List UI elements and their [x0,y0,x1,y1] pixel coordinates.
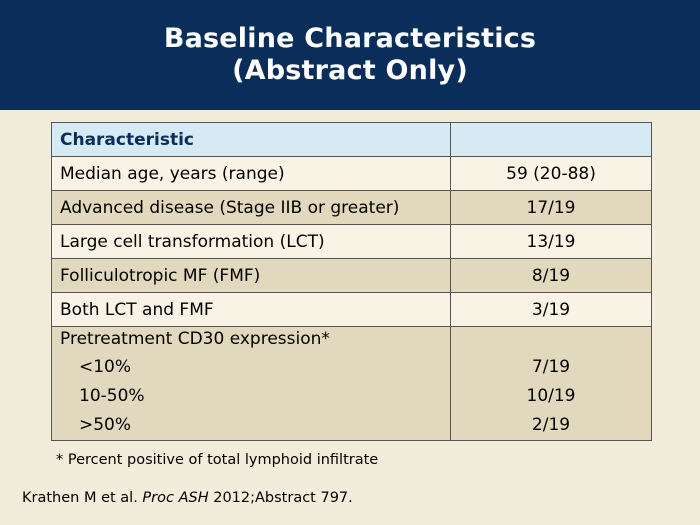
title-bar: Baseline Characteristics (Abstract Only) [0,0,700,110]
cd30-value-cell: 7/19 10/19 2/19 [450,326,652,441]
row-value: 13/19 [450,224,652,259]
row-value: 8/19 [450,258,652,293]
row-value: 3/19 [450,292,652,327]
footnote: * Percent positive of total lymphoid inf… [56,452,379,468]
row-label: Both LCT and FMF [51,292,451,327]
table-header-row: Characteristic [51,122,652,157]
cd30-sub-label: <10% [79,357,132,377]
cd30-sub-label: 10-50% [79,386,145,406]
row-label: Median age, years (range) [51,156,451,191]
table-row: Advanced disease (Stage IIB or greater) … [51,190,652,225]
cd30-label-cell: Pretreatment CD30 expression* <10% 10-50… [51,326,451,441]
table-row-cd30: Pretreatment CD30 expression* <10% 10-50… [51,326,652,441]
citation: Krathen M et al. Proc ASH 2012;Abstract … [22,490,353,506]
cd30-sub-value: 7/19 [531,357,571,377]
header-characteristic: Characteristic [51,122,451,157]
slide-title-line-2: (Abstract Only) [232,55,468,86]
header-value [450,122,652,157]
row-label: Large cell transformation (LCT) [51,224,451,259]
table-row: Folliculotropic MF (FMF) 8/19 [51,258,652,293]
cd30-sub-label: >50% [79,415,132,435]
baseline-characteristics-table: Characteristic Median age, years (range)… [51,122,652,441]
table-row: Large cell transformation (LCT) 13/19 [51,224,652,259]
row-label: Folliculotropic MF (FMF) [51,258,451,293]
row-value: 17/19 [450,190,652,225]
cd30-sub-value: 2/19 [531,415,571,435]
row-value: 59 (20-88) [450,156,652,191]
cd30-heading: Pretreatment CD30 expression* [60,329,330,349]
citation-journal: Proc ASH [142,490,209,506]
citation-rest: 2012;Abstract 797. [208,490,353,506]
table-row: Median age, years (range) 59 (20-88) [51,156,652,191]
slide-title-line-1: Baseline Characteristics [163,23,537,54]
table-row: Both LCT and FMF 3/19 [51,292,652,327]
citation-authors: Krathen M et al. [22,490,143,506]
row-label: Advanced disease (Stage IIB or greater) [51,190,451,225]
cd30-sub-value: 10/19 [526,386,576,406]
